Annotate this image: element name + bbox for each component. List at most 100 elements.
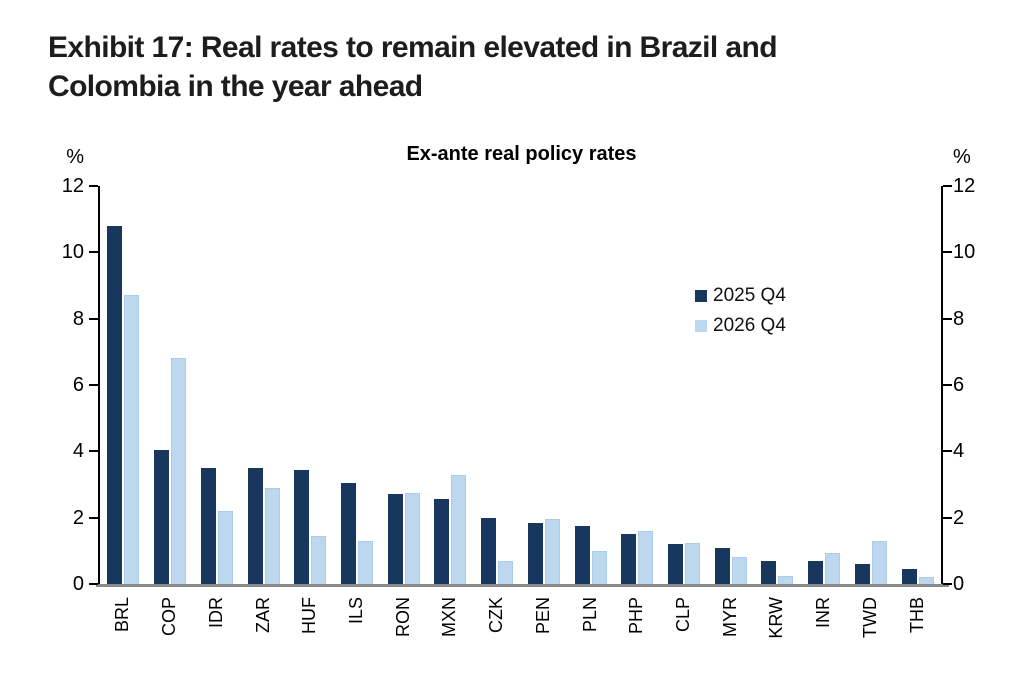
bar-pln-2025-q4 — [574, 525, 590, 584]
bar-thb-2026-q4 — [918, 577, 934, 584]
bar-brl-2026-q4 — [124, 295, 140, 584]
bar-group-thb — [894, 186, 941, 584]
bar-huf-2026-q4 — [311, 535, 327, 584]
bar-inr-2025-q4 — [808, 560, 824, 584]
y-tick-mark-right — [943, 450, 952, 453]
y-tick-label-left: 2 — [72, 506, 84, 529]
exhibit-title-line2: Colombia in the year ahead — [48, 70, 423, 104]
bar-inr-2026-q4 — [825, 552, 841, 584]
bar-pln-2026-q4 — [591, 550, 607, 584]
y-tick-mark-left — [89, 185, 98, 187]
x-axis-label-myr: MYR — [719, 597, 740, 637]
x-axis-label-czk: CZK — [486, 597, 507, 633]
y-tick-mark-right — [943, 251, 952, 254]
x-axis-label-idr: IDR — [205, 597, 226, 628]
y-tick-mark-left — [89, 516, 98, 519]
bar-krw-2026-q4 — [778, 575, 794, 584]
y-tick-label-right: 0 — [953, 573, 965, 595]
bar-group-ron — [380, 186, 427, 584]
legend-item-2025-q4: 2025 Q4 — [695, 281, 786, 311]
x-axis-label-php: PHP — [626, 597, 647, 635]
y-tick-label-left: 10 — [61, 241, 84, 264]
bar-group-pln — [567, 186, 614, 584]
y-tick-label-right: 4 — [953, 440, 965, 463]
bar-ils-2026-q4 — [357, 540, 373, 584]
exhibit-title: Exhibit 17: Real rates to remain elevate… — [48, 28, 928, 106]
x-axis-label-zar: ZAR — [252, 597, 273, 633]
bar-group-myr — [707, 186, 754, 584]
bar-group-mxn — [427, 186, 474, 584]
y-tick-mark-left — [89, 317, 98, 320]
y-tick-label-right: 2 — [953, 506, 965, 529]
bar-php-2025-q4 — [621, 534, 637, 584]
bar-group-inr — [801, 186, 848, 584]
bar-php-2026-q4 — [638, 530, 654, 584]
bar-group-clp — [661, 186, 708, 584]
y-tick-label-right: 10 — [953, 241, 976, 264]
bar-huf-2025-q4 — [294, 469, 310, 584]
right-axis-unit-label: % — [953, 146, 971, 168]
y-tick-mark-right — [943, 516, 952, 519]
bar-cop-2026-q4 — [171, 358, 187, 584]
bar-mxn-2026-q4 — [451, 474, 467, 584]
y-tick-label-right: 8 — [953, 307, 965, 330]
right-y-axis-line — [941, 186, 943, 584]
x-axis-label-thb: THB — [906, 597, 927, 633]
bar-group-twd — [848, 186, 895, 584]
y-tick-label-left: 0 — [72, 573, 84, 595]
bar-zar-2026-q4 — [264, 487, 280, 584]
y-tick-mark-right — [943, 317, 952, 320]
legend-swatch-icon — [695, 320, 707, 332]
bar-group-idr — [193, 186, 240, 584]
x-axis-label-cop: COP — [159, 597, 180, 637]
bar-group-huf — [287, 186, 334, 584]
left-y-axis-line — [98, 186, 100, 584]
y-tick-mark-left — [89, 583, 98, 585]
bar-cop-2025-q4 — [154, 449, 170, 584]
legend: 2025 Q4 2026 Q4 — [695, 281, 786, 341]
bar-clp-2026-q4 — [684, 542, 700, 584]
y-tick-mark-right — [943, 384, 952, 386]
bar-twd-2026-q4 — [871, 540, 887, 584]
bar-group-pen — [520, 186, 567, 584]
bar-ils-2025-q4 — [340, 482, 356, 584]
bar-clp-2025-q4 — [667, 544, 683, 584]
bar-czk-2025-q4 — [481, 517, 497, 584]
bar-group-brl — [100, 186, 147, 584]
bar-ron-2025-q4 — [387, 494, 403, 584]
y-tick-label-right: 12 — [953, 175, 976, 197]
legend-item-2026-q4: 2026 Q4 — [695, 311, 786, 341]
left-axis-unit-label: % — [66, 146, 84, 168]
bar-pen-2025-q4 — [527, 522, 543, 584]
bar-pen-2026-q4 — [544, 519, 560, 584]
x-axis-label-ils: ILS — [345, 597, 366, 625]
bar-group-cop — [147, 186, 194, 584]
bar-group-zar — [240, 186, 287, 584]
x-axis-baseline — [96, 584, 949, 587]
bar-group-php — [614, 186, 661, 584]
x-axis-label-brl: BRL — [112, 597, 133, 633]
y-tick-mark-right — [943, 583, 952, 585]
y-tick-label-left: 8 — [72, 307, 84, 330]
legend-label: 2025 Q4 — [713, 285, 786, 306]
y-tick-mark-left — [89, 450, 98, 453]
bar-krw-2025-q4 — [761, 560, 777, 584]
x-axis-label-pen: PEN — [532, 597, 553, 635]
y-tick-label-right: 6 — [953, 374, 965, 396]
plot-area — [100, 186, 941, 584]
x-axis-label-inr: INR — [813, 597, 834, 628]
x-axis-label-clp: CLP — [673, 597, 694, 633]
y-tick-mark-left — [89, 384, 98, 386]
bar-idr-2026-q4 — [217, 511, 233, 584]
chart-title: Ex-ante real policy rates — [406, 143, 637, 165]
bar-idr-2025-q4 — [200, 467, 216, 584]
y-tick-label-left: 6 — [72, 374, 84, 396]
y-tick-label-left: 12 — [61, 175, 84, 197]
x-axis-label-huf: HUF — [299, 597, 320, 634]
bar-twd-2025-q4 — [854, 564, 870, 584]
x-axis-label-twd: TWD — [859, 597, 880, 638]
bar-myr-2025-q4 — [714, 547, 730, 584]
x-axis-label-krw: KRW — [766, 597, 787, 639]
bar-thb-2025-q4 — [901, 569, 917, 584]
